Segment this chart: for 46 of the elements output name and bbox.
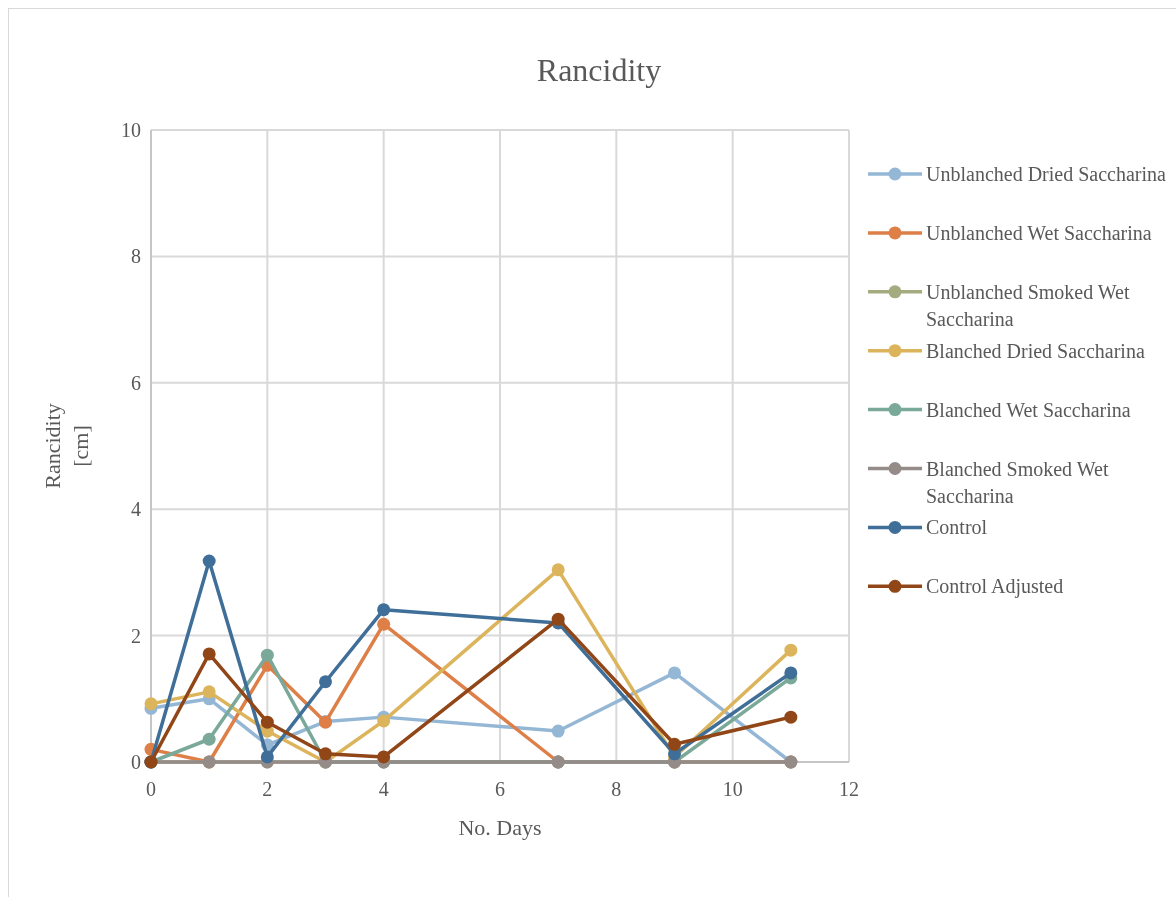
x-tick-label: 10 (722, 778, 743, 800)
point (377, 617, 391, 631)
point (202, 554, 216, 568)
point (377, 714, 391, 728)
point (784, 666, 798, 680)
x-tick-label: 0 (146, 778, 156, 800)
legend-label: Unblanched Dried Saccharina (926, 163, 1167, 185)
y-axis-title: Rancidity [cm] (40, 403, 93, 489)
point (319, 675, 332, 689)
legend-label: Blanched Wet Saccharina (926, 398, 1131, 421)
y-tick-label: 6 (131, 371, 141, 394)
point (784, 710, 798, 724)
legend-label: Unblanched Wet Saccharina (926, 221, 1152, 244)
point (668, 737, 681, 751)
point (144, 697, 158, 711)
point (319, 747, 332, 761)
point (551, 563, 565, 577)
x-tick-label: 2 (262, 778, 273, 800)
point (377, 603, 391, 617)
x-tick-label: 8 (611, 778, 622, 800)
x-axis-title: No. Days (458, 815, 542, 840)
x-tick-label: 6 (495, 778, 505, 800)
y-tick-label: 0 (131, 751, 141, 773)
point (377, 750, 391, 764)
point (260, 715, 274, 729)
y-tick-label: 10 (121, 119, 141, 141)
legend-label: Unblanched Smoked Wet Saccharina (926, 280, 1130, 330)
point (260, 648, 274, 662)
legend-label: Blanched Dried Saccharina (926, 339, 1145, 362)
chart-title: Rancidity (536, 52, 662, 88)
x-tick-label: 4 (378, 778, 389, 800)
y-tick-label: 8 (131, 245, 141, 268)
point (551, 612, 565, 626)
x-tick-label: 12 (839, 778, 859, 800)
y-tick-label: 2 (131, 624, 141, 647)
point (668, 666, 681, 680)
legend-label: Control (926, 516, 988, 539)
point (784, 643, 798, 657)
legend-label: Blanched Smoked Wet Saccharina (926, 457, 1109, 507)
point (202, 732, 216, 746)
point (260, 750, 274, 764)
point (202, 685, 216, 699)
y-tick-label: 4 (131, 498, 141, 521)
legend-label: Control Adjusted (926, 575, 1064, 599)
point (551, 724, 565, 738)
point (202, 647, 216, 661)
